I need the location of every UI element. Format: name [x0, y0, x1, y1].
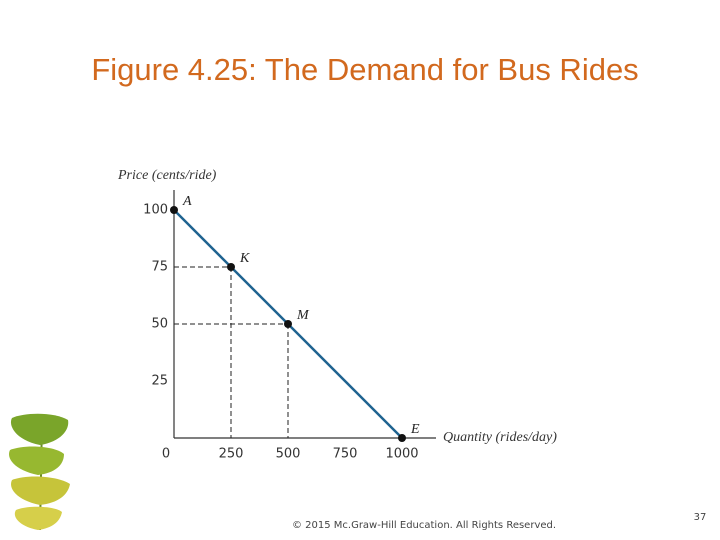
- x-axis-title: Quantity (rides/day): [443, 430, 557, 445]
- point: [284, 320, 292, 328]
- y-axis-title: Price (cents/ride): [117, 168, 217, 183]
- point-label: K: [239, 251, 250, 266]
- x-tick-label: 750: [333, 447, 358, 462]
- y-tick-label: 50: [151, 317, 168, 332]
- point-label: A: [182, 194, 192, 209]
- x-tick-label: 1000: [385, 447, 418, 462]
- x-tick-label: 500: [276, 447, 301, 462]
- leaf: [11, 476, 71, 505]
- point: [227, 263, 235, 271]
- x-tick-label: 0: [162, 447, 170, 462]
- ginkgo-decoration: [9, 413, 71, 531]
- page-number: 37: [694, 512, 707, 523]
- leaf: [10, 413, 69, 445]
- point-label: E: [410, 422, 420, 437]
- demand-line: [173, 209, 403, 439]
- point: [398, 434, 406, 442]
- y-tick-label: 100: [143, 203, 168, 218]
- point-label: M: [296, 308, 310, 323]
- y-tick-label: 25: [151, 374, 168, 389]
- y-tick-label: 75: [151, 260, 168, 275]
- leaf: [9, 446, 65, 475]
- slide-title: Figure 4.25: The Demand for Bus Rides: [91, 52, 638, 87]
- footer: © 2015 Mc.Graw-Hill Education. All Right…: [292, 520, 556, 531]
- leaf: [14, 506, 62, 530]
- x-tick-label: 250: [219, 447, 244, 462]
- point: [170, 206, 178, 214]
